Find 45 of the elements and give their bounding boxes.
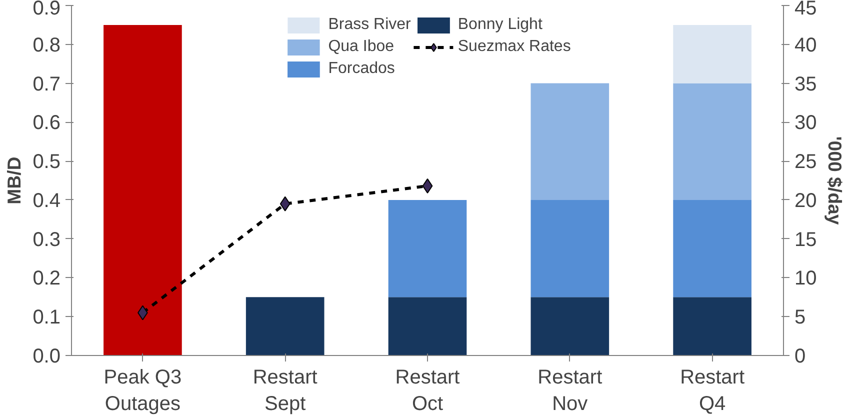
- y-tick-label: 0.6: [32, 112, 61, 134]
- y-tick-label: 0.1: [32, 306, 61, 329]
- x-tick-label: Restart Q4: [680, 366, 745, 415]
- bar: [388, 297, 467, 356]
- y2-tick-label: 25: [794, 151, 817, 174]
- bar: [246, 297, 324, 356]
- y-tick-label: 0.5: [32, 151, 61, 174]
- y-tick-label: 0.3: [32, 228, 61, 251]
- point: [422, 178, 433, 194]
- bar: [530, 200, 610, 298]
- y2-tick-label: 35: [794, 73, 817, 96]
- legend-label: Brass River: [328, 16, 411, 34]
- y-tick-label: 0.4: [32, 190, 61, 212]
- y2-tick-label: 20: [794, 190, 817, 212]
- y2-tick-label: 0: [794, 346, 806, 368]
- y-tick-label: 0.2: [32, 268, 61, 290]
- y-tick-label: 0.0: [32, 346, 61, 368]
- y2-axis-title: '000 $/day: [824, 136, 846, 226]
- y2-tick-label: 15: [794, 228, 817, 251]
- y2-tick-label: 10: [794, 268, 817, 290]
- bar: [673, 24, 752, 84]
- point: [280, 196, 290, 212]
- y2-tick-label: 45: [794, 0, 817, 20]
- legend-label: Suezmax Rates: [458, 38, 571, 56]
- x-tick-label: Peak Q3 Outages: [104, 366, 182, 415]
- x-tick-label: Restart Sept: [252, 366, 318, 415]
- bar: [530, 297, 610, 356]
- bar: [104, 24, 182, 356]
- legend-label: Forcados: [328, 60, 395, 78]
- bar: [388, 200, 467, 298]
- y-tick-label: 0.7: [32, 73, 61, 96]
- y2-tick-label: 40: [794, 34, 817, 56]
- y-axis-title: MB/D: [4, 156, 25, 204]
- y-tick-label: 0.8: [32, 34, 61, 56]
- bar: [530, 83, 610, 200]
- legend-label: Qua Iboe: [328, 38, 394, 56]
- bar: [673, 297, 752, 356]
- legend-label: Bonny Light: [458, 16, 542, 34]
- bar: [673, 200, 752, 298]
- y-tick-label: 0.9: [32, 0, 61, 20]
- y2-tick-label: 5: [794, 306, 806, 329]
- bar: [673, 83, 752, 200]
- x-tick-label: Restart Oct: [395, 366, 460, 415]
- x-tick-label: Restart Nov: [538, 366, 603, 415]
- y2-tick-label: 30: [794, 112, 817, 134]
